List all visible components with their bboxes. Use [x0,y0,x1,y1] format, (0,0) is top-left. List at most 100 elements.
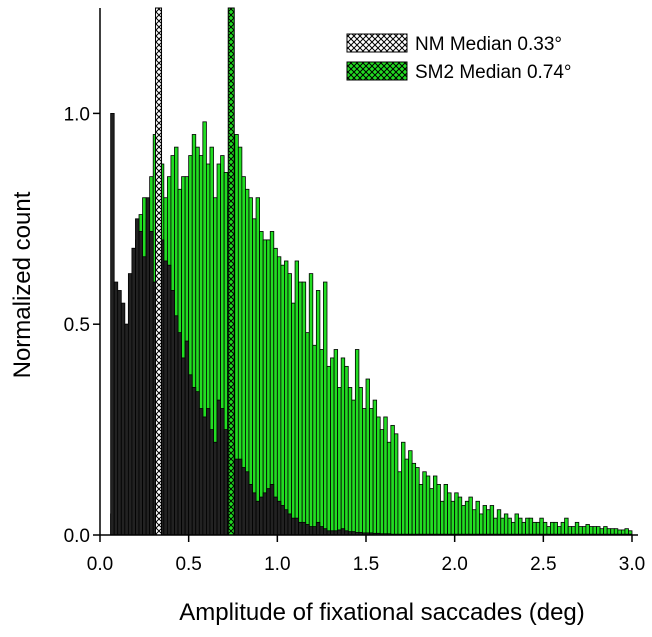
nm-bar [117,290,122,536]
sm2-bar [262,239,268,536]
sm2-bar [525,517,530,536]
sm2-bar [259,231,264,536]
sm2-bar [301,281,307,536]
nm-bar [301,521,307,536]
nm-bar [234,458,239,536]
sm2-bar [397,471,402,536]
sm2-bar [372,399,378,536]
axes [99,8,638,536]
sm2-bar [326,365,331,536]
legend-swatch-sm2 [346,61,408,81]
sm2-bar [542,521,548,536]
sm2-bar [418,484,424,536]
nm-bar [198,408,204,536]
nm-bar [220,408,225,536]
nm-bar [337,529,342,536]
nm-bar [312,526,317,536]
nm-bar [269,484,275,536]
nm-bar [340,528,346,536]
sm2-bar [507,517,512,536]
nm-bar [205,408,211,536]
sm2-bar [553,521,558,536]
nm-bar [223,429,229,536]
legend-label-nm: NM Median 0.33° [415,34,562,55]
nm-bar [308,526,314,536]
sm2-bar [567,526,573,536]
sm2-bar [557,526,562,536]
sm2-bar [347,387,353,536]
sm2-bar [535,521,541,536]
sm2-bar [514,513,519,536]
sm2-bar [383,416,388,536]
sm2-bar [486,509,491,536]
x-tick-label: 0.5 [175,554,201,575]
nm-bar [120,302,126,536]
nm-bar [284,509,289,536]
y-tick-label: 0.5 [64,315,90,336]
sm2-bar [596,526,601,536]
sm2-bar [585,524,590,536]
nm-bar [294,517,300,536]
y-ticks: 0.0 0.5 1.0 [64,104,100,547]
legend-label-sm2: SM2 Median 0.74° [415,62,572,83]
nm-bar [142,256,147,536]
sm2-bar [429,488,434,536]
sm2-bar [305,332,310,536]
sm2-bar [376,416,381,536]
sm2-bar [560,521,566,536]
nm-bar [276,500,282,536]
sm2-bar [564,517,569,536]
sm2-bar [532,521,537,536]
nm-bar [145,197,151,536]
nm-bar [131,247,136,536]
nm-bar [266,488,271,536]
sm2-bar [450,500,456,536]
x-tick-label: 0.0 [87,554,113,575]
x-axis-title: Amplitude of fixational saccades (deg) [179,599,585,626]
sm2-bar [273,247,278,536]
sm2-bar [454,492,459,536]
nm-bar [174,315,179,536]
nm-bar [323,528,328,536]
nm-bar [177,332,182,536]
nm-bar [213,441,218,536]
sm2-bar [603,526,608,536]
nm-bar [184,340,190,536]
sm2-bar [457,496,463,536]
legend-item-sm2: SM2 Median 0.74° [346,61,572,83]
sm2-bar [432,475,438,536]
sm2-bar [589,526,594,536]
nm-bar [245,471,250,536]
sm2-bar [578,526,583,536]
sm2-bar [471,509,477,536]
nm-bar [166,264,172,536]
x-tick-label: 2.5 [530,554,556,575]
sm2-bar [443,484,448,536]
nm-bar [202,416,207,536]
x-tick-label: 3.0 [619,554,645,575]
sm2-bar [365,378,370,536]
sm2-bar [340,357,346,536]
sm2-bar [298,281,303,536]
nm-bar [280,505,285,536]
nm-bar [163,260,168,536]
sm2-bar [550,521,555,536]
sm2-bar [287,273,292,536]
nm-bar [287,513,292,536]
sm2-bar [539,517,544,536]
sm2-bar [294,260,300,536]
sm2-bar [393,433,399,536]
y-tick-label: 0.0 [64,526,90,547]
sm2-bar [358,387,363,536]
legend-item-nm: NM Median 0.33° [346,33,562,55]
x-tick-label: 1.5 [353,554,379,575]
nm-bar [305,524,310,536]
sm2-median-line [227,7,235,536]
sm2-bar [461,505,466,536]
nm-bar [127,273,133,536]
sm2-bar [351,399,356,536]
nm-bar [291,517,296,536]
sm2-bar [315,290,321,536]
sm2-bar [408,450,413,536]
